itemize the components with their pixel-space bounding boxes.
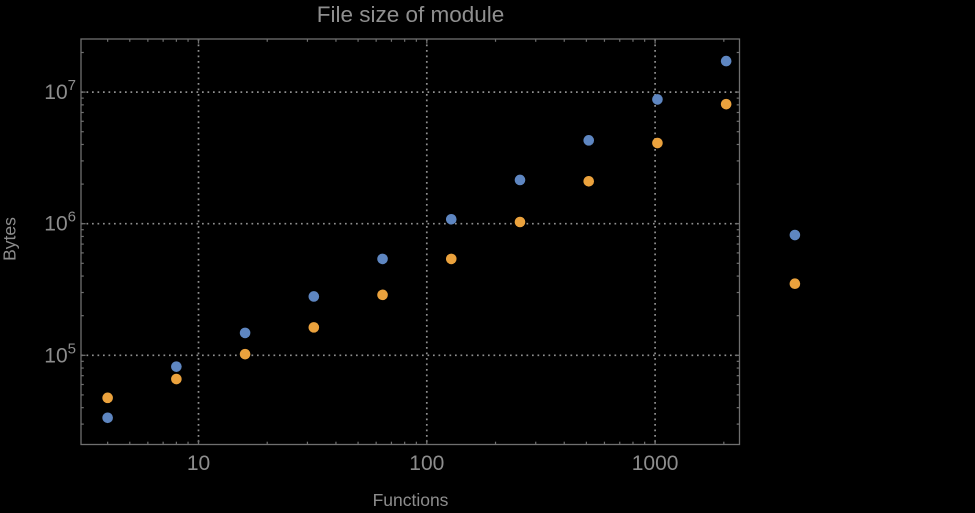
data-point-orange-x512 bbox=[583, 175, 595, 187]
x-tick-label: 10 bbox=[187, 452, 210, 475]
data-point-orange-x2048 bbox=[720, 98, 732, 110]
data-point-blue-x512 bbox=[583, 135, 595, 146]
data-point-orange-x1024 bbox=[652, 137, 663, 149]
data-point-blue-x256 bbox=[514, 174, 526, 186]
y-tick-label: 105 bbox=[44, 340, 76, 367]
data-point-orange-x128 bbox=[445, 253, 457, 265]
data-point-orange-x4 bbox=[102, 392, 113, 404]
y-axis-label: Bytes bbox=[0, 217, 20, 261]
data-point-orange-x32 bbox=[308, 322, 320, 333]
data-point-blue-x128 bbox=[445, 214, 457, 225]
data-point-blue-x32 bbox=[308, 291, 320, 302]
y-tick-label: 107 bbox=[44, 77, 76, 104]
data-point-orange-x256 bbox=[514, 216, 526, 228]
x-axis-label: Functions bbox=[372, 490, 449, 510]
data-point-orange-x4096 bbox=[789, 278, 801, 290]
x-tick-label: 100 bbox=[409, 452, 444, 475]
plot-frame bbox=[80, 38, 741, 446]
data-point-blue-x1024 bbox=[652, 94, 663, 105]
chart-title: File size of module bbox=[316, 2, 505, 27]
data-point-blue-x4096 bbox=[789, 229, 801, 241]
data-point-orange-x8 bbox=[171, 373, 182, 385]
data-point-blue-x4 bbox=[102, 412, 113, 424]
data-point-orange-x16 bbox=[239, 348, 251, 360]
y-tick-label: 106 bbox=[44, 209, 76, 236]
data-point-blue-x64 bbox=[377, 253, 388, 265]
data-point-blue-x2048 bbox=[720, 55, 732, 67]
data-point-orange-x64 bbox=[377, 289, 388, 301]
data-point-blue-x8 bbox=[171, 361, 182, 372]
data-point-blue-x16 bbox=[239, 327, 251, 339]
x-tick-label: 1000 bbox=[632, 452, 679, 475]
